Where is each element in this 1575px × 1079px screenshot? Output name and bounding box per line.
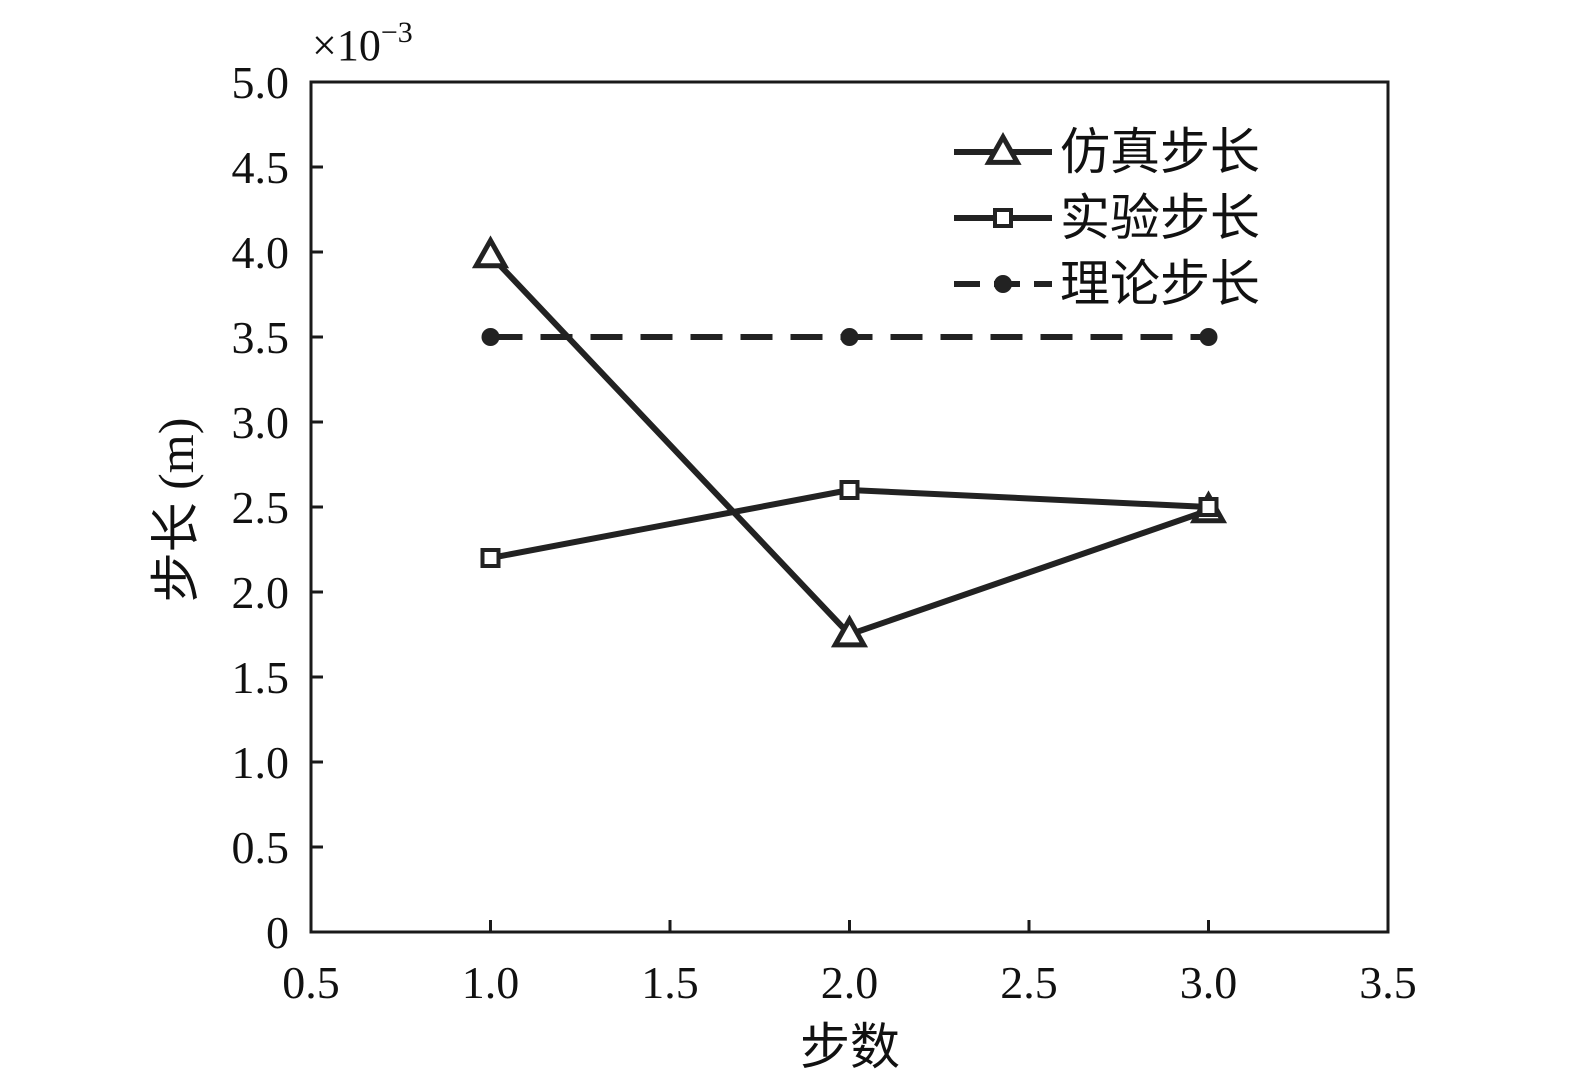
x-tick-label: 1.5 xyxy=(641,957,699,1008)
x-tick-label: 3.5 xyxy=(1359,957,1417,1008)
series-3 xyxy=(481,328,1218,346)
data-point xyxy=(471,235,510,269)
series-layer xyxy=(471,235,1228,648)
data-point xyxy=(481,328,500,346)
y-tick-label: 2.0 xyxy=(232,567,290,618)
data-point xyxy=(830,614,869,648)
legend-label: 理论步长 xyxy=(1060,256,1260,312)
y-tick-label: 3.5 xyxy=(232,312,290,363)
legend-entry: 理论步长 xyxy=(954,256,1260,312)
y-axis-title: 步长 (m) xyxy=(148,418,204,603)
y-tick-label: 1.5 xyxy=(232,652,290,703)
y-tick-label: 5.0 xyxy=(232,57,290,108)
data-point xyxy=(1198,497,1219,517)
y-tick-label: 4.5 xyxy=(232,142,290,193)
series-line xyxy=(488,253,1210,638)
legend-marker xyxy=(993,208,1013,228)
x-tick-label: 0.5 xyxy=(282,957,340,1008)
x-tick-label: 2.0 xyxy=(821,957,879,1008)
x-tick-label: 3.0 xyxy=(1180,957,1238,1008)
legend-marker xyxy=(994,275,1012,293)
x-axis-title: 步数 xyxy=(800,1019,900,1075)
data-point xyxy=(480,548,501,568)
legend-label: 实验步长 xyxy=(1060,190,1260,246)
axes: 0.5 1.0 1.5 2.0 2.5 3.0 3.500.51.01.52.02.53.0… xyxy=(232,57,1417,1008)
legend-label: 仿真步长 xyxy=(1060,124,1260,180)
legend-entry: 实验步长 xyxy=(954,190,1260,246)
y-axis-multiplier: ×10−3 xyxy=(312,16,413,70)
y-tick-label: 0.5 xyxy=(232,822,290,873)
series-2 xyxy=(480,480,1219,568)
x-tick-label: 2.5 xyxy=(1000,957,1058,1008)
y-tick-label: 0 xyxy=(266,907,289,958)
y-tick-label: 3.0 xyxy=(232,397,290,448)
y-axis-multiplier-exponent: −3 xyxy=(381,16,413,49)
y-tick-label: 4.0 xyxy=(232,227,290,278)
y-tick-label: 1.0 xyxy=(232,737,290,788)
x-tick-label: 1.0 xyxy=(462,957,520,1008)
data-point xyxy=(1199,328,1218,346)
legend-marker xyxy=(984,131,1022,165)
y-tick-label: 2.5 xyxy=(232,482,290,533)
data-point xyxy=(839,480,860,500)
legend-entry: 仿真步长 xyxy=(954,124,1260,180)
y-axis-multiplier-base: ×10 xyxy=(312,21,381,70)
data-point xyxy=(840,328,859,346)
